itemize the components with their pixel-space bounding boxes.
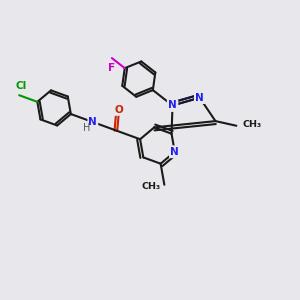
- Text: N: N: [168, 100, 177, 110]
- Text: N: N: [195, 93, 204, 103]
- Text: N: N: [88, 117, 97, 127]
- Text: N: N: [195, 93, 204, 103]
- Text: CH₃: CH₃: [142, 182, 161, 191]
- Text: N: N: [170, 147, 179, 157]
- Text: F: F: [108, 62, 116, 73]
- Text: O: O: [115, 105, 124, 115]
- Text: CH₃: CH₃: [243, 120, 262, 129]
- Text: H: H: [83, 123, 91, 133]
- Text: N: N: [168, 100, 177, 110]
- Text: N: N: [170, 147, 179, 157]
- Text: Cl: Cl: [15, 81, 26, 91]
